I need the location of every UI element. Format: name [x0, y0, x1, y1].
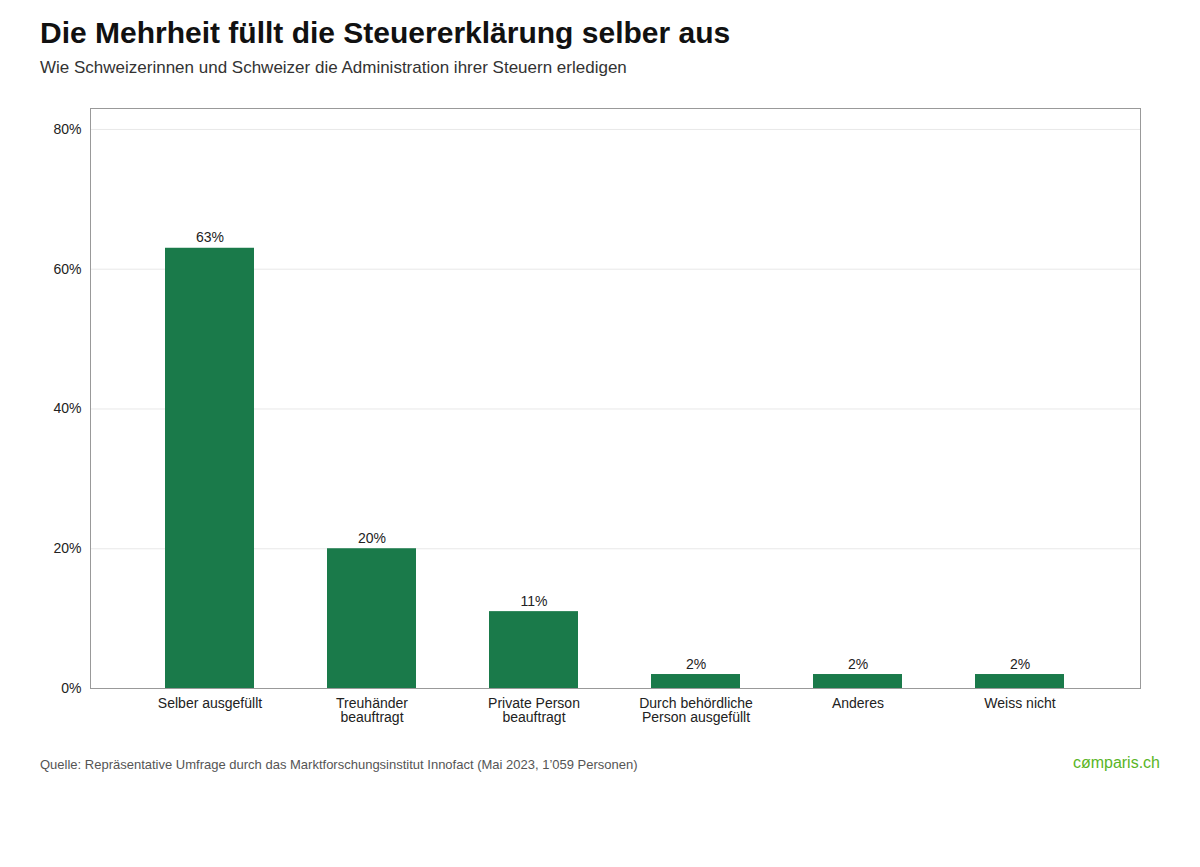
- svg-text:63%: 63%: [196, 229, 224, 245]
- svg-text:Anderes: Anderes: [832, 695, 884, 711]
- svg-text:2%: 2%: [1010, 656, 1030, 672]
- svg-text:20%: 20%: [358, 530, 386, 546]
- svg-text:2%: 2%: [848, 656, 868, 672]
- html-text:Die Mehrheit füllt die Steuere: Die Mehrheit füllt die Steuererklärung s…: [40, 16, 731, 49]
- html-text:Quelle: Repräsentative Umfrage: Quelle: Repräsentative Umfrage durch das…: [40, 757, 638, 772]
- html-text:Wie Schweizerinnen und Schweiz: Wie Schweizerinnen und Schweizer die Adm…: [40, 58, 627, 77]
- svg-text:Weiss nicht: Weiss nicht: [984, 695, 1055, 711]
- svg-text:Durch behördlichePerson ausgef: Durch behördlichePerson ausgefüllt: [639, 695, 753, 725]
- svg-text:80%: 80%: [53, 121, 81, 137]
- html-text:cømparis.ch: cømparis.ch: [1072, 754, 1160, 771]
- svg-text:Private Personbeauftragt: Private Personbeauftragt: [488, 695, 580, 725]
- svg-text:0%: 0%: [61, 680, 81, 696]
- svg-text:11%: 11%: [521, 593, 548, 609]
- svg-text:Selber ausgefüllt: Selber ausgefüllt: [158, 695, 262, 711]
- svg-text:2%: 2%: [686, 656, 706, 672]
- svg-text:40%: 40%: [53, 400, 81, 416]
- svg-text:Treuhänderbeauftragt: Treuhänderbeauftragt: [336, 695, 408, 725]
- svg-text:20%: 20%: [53, 540, 81, 556]
- svg-text:60%: 60%: [53, 261, 81, 277]
